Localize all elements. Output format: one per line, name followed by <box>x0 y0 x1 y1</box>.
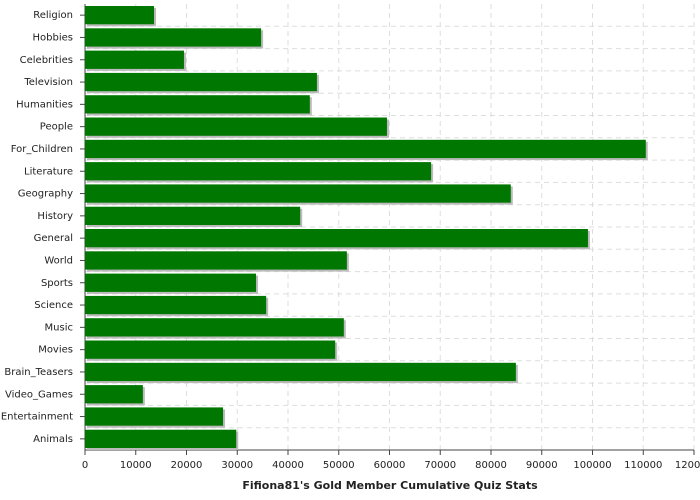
x-tick-label: 20000 <box>171 460 203 471</box>
x-tick-label: 10000 <box>120 460 152 471</box>
bar <box>85 340 336 359</box>
y-tick-label: Brain_Teasers <box>4 367 73 378</box>
y-tick-label: Video_Games <box>5 389 73 400</box>
x-tick-label: 0 <box>82 460 88 471</box>
x-tick-label: 60000 <box>374 460 406 471</box>
y-tick-label: General <box>34 233 73 244</box>
bar <box>85 295 267 315</box>
y-tick-label: Celebrities <box>20 55 73 66</box>
y-tick-label: Hobbies <box>33 32 73 43</box>
y-tick-label: Sports <box>41 278 73 289</box>
x-tick-label: 30000 <box>221 460 253 471</box>
y-tick-label: Music <box>45 322 73 333</box>
y-tick-label: Television <box>23 77 73 88</box>
bar <box>85 318 344 337</box>
y-tick-label: Religion <box>33 10 73 21</box>
y-tick-label: Humanities <box>16 99 73 110</box>
y-tick-label: Science <box>34 300 73 311</box>
bar <box>85 6 155 25</box>
bar <box>85 362 516 382</box>
bar <box>85 184 511 203</box>
y-tick-label: World <box>44 255 73 266</box>
x-tick-label: 50000 <box>323 460 355 471</box>
y-tick-label: People <box>40 122 73 133</box>
x-tick-label: 80000 <box>475 460 507 471</box>
y-tick-label: Geography <box>18 189 73 200</box>
x-tick-label: 120000 <box>675 460 700 471</box>
bar <box>85 162 432 181</box>
y-tick-label: Entertainment <box>1 412 73 423</box>
x-tick-label: 40000 <box>272 460 304 471</box>
x-tick-label: 110000 <box>624 460 662 471</box>
bar <box>85 28 262 47</box>
bar <box>85 50 184 69</box>
bar <box>85 206 301 225</box>
chart-title: Fifiona81's Gold Member Cumulative Quiz … <box>242 479 538 492</box>
x-tick-label: 90000 <box>526 460 558 471</box>
bar <box>85 251 347 270</box>
bar <box>85 139 646 159</box>
bar <box>85 385 143 404</box>
bar <box>85 407 224 426</box>
y-tick-label: Movies <box>38 345 73 356</box>
bar <box>85 273 257 292</box>
y-tick-label: Animals <box>33 434 73 445</box>
y-tick-label: History <box>37 211 73 222</box>
bar <box>85 229 588 248</box>
x-tick-label: 70000 <box>424 460 456 471</box>
y-tick-label: For_Children <box>11 144 73 155</box>
y-tick-label: Literature <box>24 166 73 177</box>
x-tick-label: 100000 <box>573 460 611 471</box>
bar <box>85 72 317 92</box>
bar <box>85 429 237 448</box>
bar <box>85 117 387 136</box>
bar <box>85 95 310 114</box>
